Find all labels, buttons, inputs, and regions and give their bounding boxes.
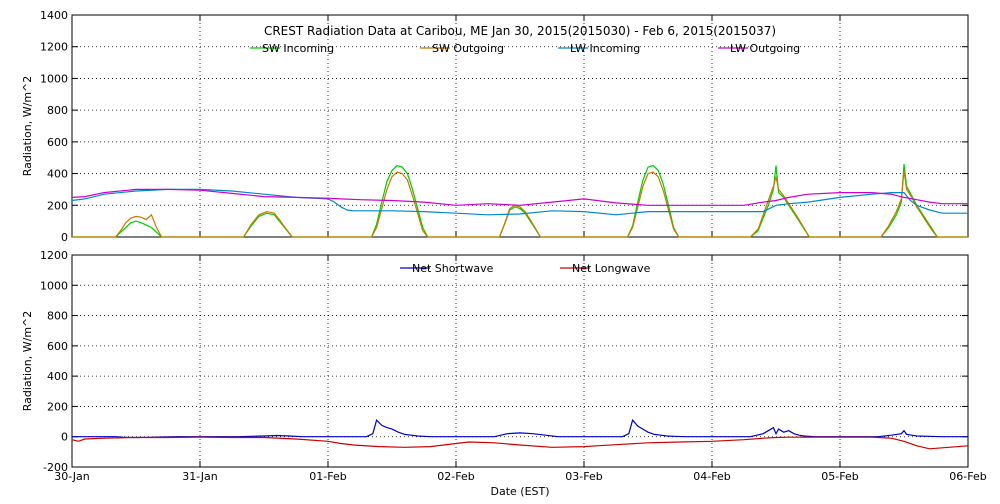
- x-tick-label: 05-Feb: [821, 470, 858, 483]
- y-tick-label: 400: [47, 168, 68, 181]
- legend-label: SW Outgoing: [432, 42, 504, 55]
- x-axis-label: Date (EST): [490, 485, 549, 498]
- chart-title: CREST Radiation Data at Caribou, ME Jan …: [264, 24, 776, 38]
- legend-label: LW Incoming: [570, 42, 640, 55]
- y-tick-label: 0: [61, 231, 68, 244]
- x-tick-label: 01-Feb: [309, 470, 346, 483]
- y-tick-label: 600: [47, 136, 68, 149]
- legend-label: Net Shortwave: [412, 262, 494, 275]
- y-tick-label: 800: [47, 104, 68, 117]
- legend-label: LW Outgoing: [730, 42, 800, 55]
- legend-label: Net Longwave: [572, 262, 651, 275]
- plot-frame: [71, 14, 969, 238]
- x-tick-label: 30-Jan: [54, 470, 90, 483]
- y-tick-label: 1000: [40, 279, 68, 292]
- y-tick-label: -200: [43, 461, 68, 474]
- x-tick-label: 04-Feb: [693, 470, 730, 483]
- y-tick-label: 200: [47, 400, 68, 413]
- series-line-3: [71, 188, 968, 206]
- y-tick-label: 1200: [40, 249, 68, 262]
- x-tick-label: 31-Jan: [182, 470, 218, 483]
- y-tick-label: 0: [61, 431, 68, 444]
- series-line-1: [71, 436, 969, 450]
- x-tick-label: 02-Feb: [437, 470, 474, 483]
- y-tick-label: 200: [47, 199, 68, 212]
- y-tick-label: 400: [47, 370, 68, 383]
- y-axis-label: Radiation, W/m^2: [21, 311, 34, 412]
- plot-frame: [71, 254, 969, 468]
- y-axis-label: Radiation, W/m^2: [21, 76, 34, 177]
- series-line-0: [72, 418, 968, 439]
- x-tick-label: 06-Feb: [949, 470, 986, 483]
- y-tick-label: 1000: [40, 72, 68, 85]
- y-tick-label: 600: [47, 340, 68, 353]
- legend-label: SW Incoming: [262, 42, 334, 55]
- series-line-0: [72, 164, 968, 238]
- y-tick-label: 1400: [40, 9, 68, 22]
- x-tick-label: 03-Feb: [565, 470, 602, 483]
- y-tick-label: 800: [47, 310, 68, 323]
- y-tick-label: 1200: [40, 41, 68, 54]
- series-line-1: [72, 170, 968, 238]
